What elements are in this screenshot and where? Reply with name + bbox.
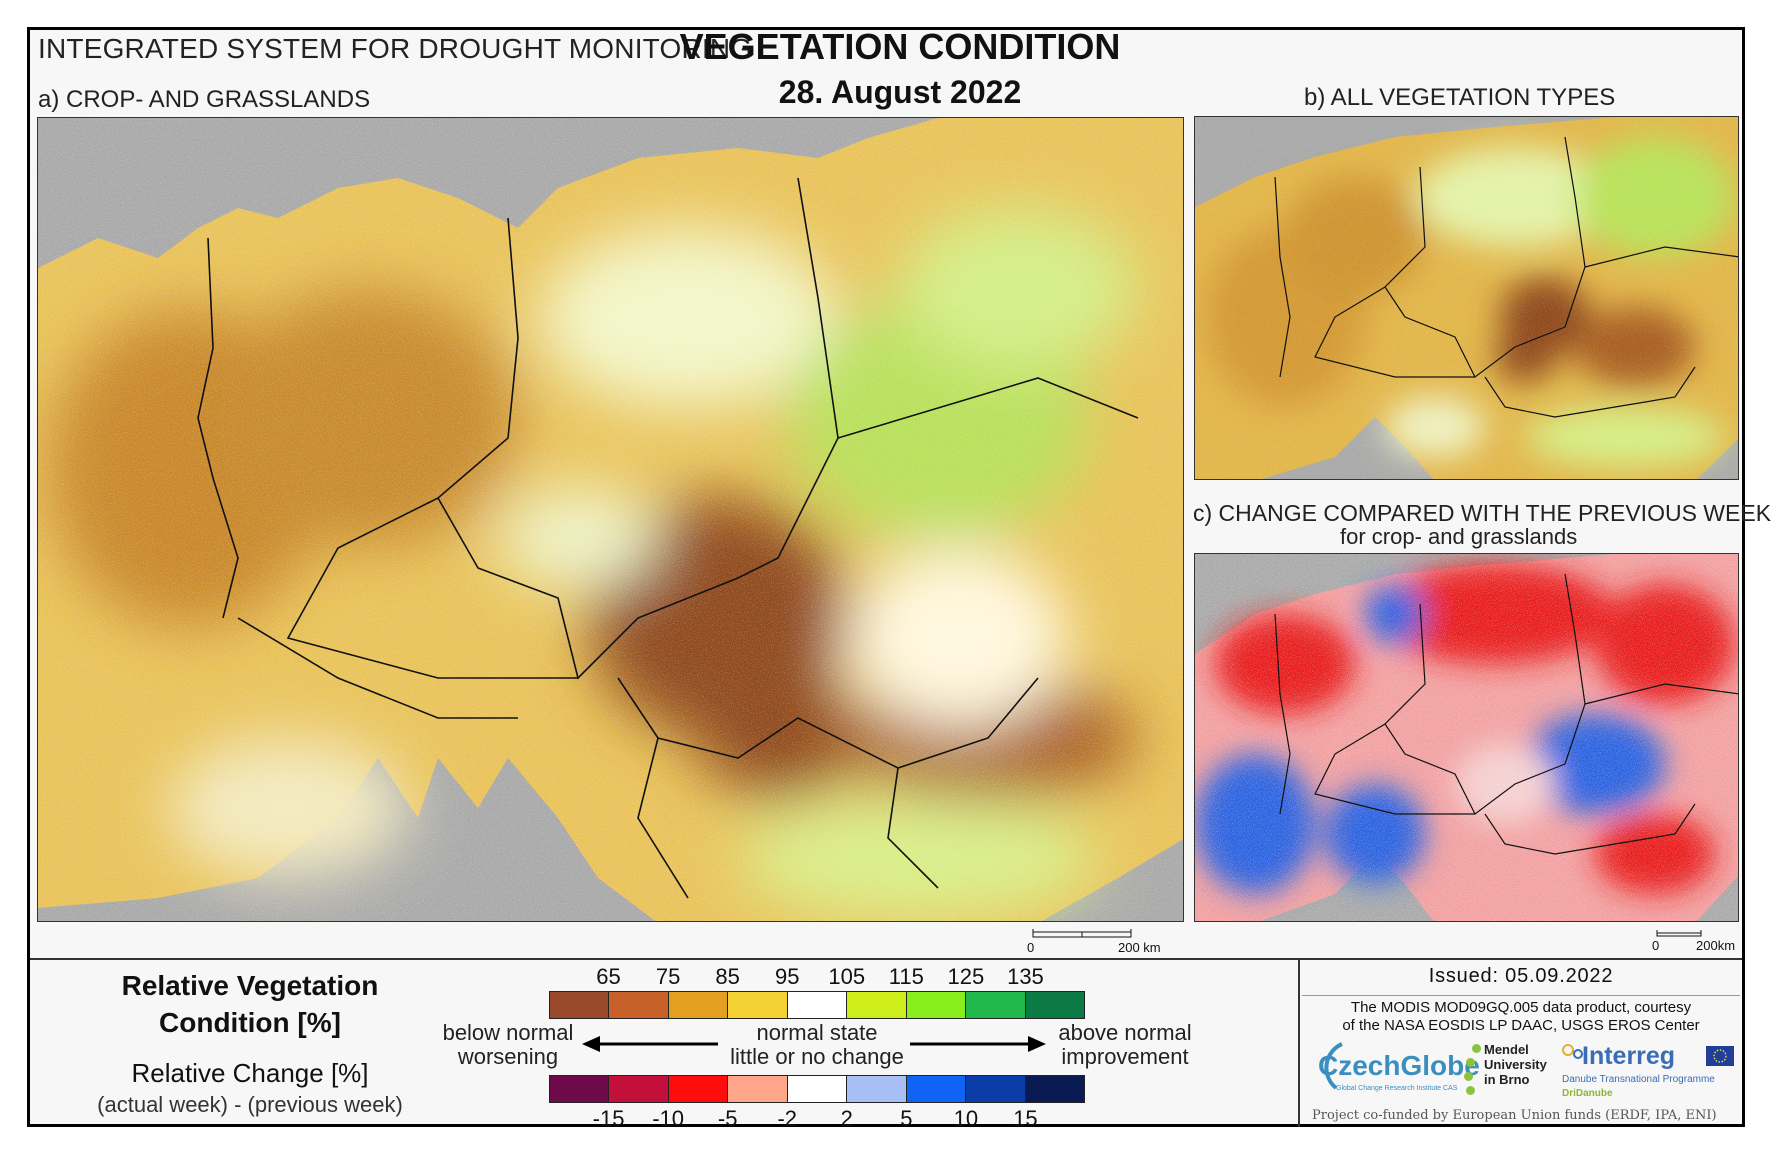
change-swatch	[1025, 1076, 1084, 1102]
mendel-dot-icon	[1466, 1058, 1475, 1067]
mendel-logo: Mendel University in Brno	[1464, 1040, 1560, 1102]
change-swatch	[550, 1076, 610, 1102]
system-title: INTEGRATED SYSTEM FOR DROUGHT MONITORING	[38, 33, 753, 64]
czechglobe-subtext: Global Change Research Institute CAS	[1336, 1085, 1458, 1092]
condition-swatch	[847, 992, 907, 1018]
change-swatch	[906, 1076, 967, 1102]
change-tick-label: 15	[1013, 1106, 1038, 1131]
condition-tick-label: 95	[774, 964, 800, 989]
above-line2: improvement	[1061, 1044, 1189, 1069]
below-line2: worsening	[457, 1044, 559, 1069]
scale-bar-c	[1656, 930, 1702, 937]
condition-tick-label: 65	[596, 964, 621, 989]
condition-title-line2: Condition [%]	[159, 1007, 341, 1038]
condition-swatch	[1025, 992, 1084, 1018]
funding-note: Project co-funded by European Union fund…	[1312, 1108, 1717, 1123]
condition-swatch	[728, 992, 788, 1018]
condition-swatch	[609, 992, 669, 1018]
normal-state-label: normal state little or no change	[712, 1021, 922, 1069]
condition-tick-label: 125	[947, 964, 985, 989]
info-separator	[1302, 995, 1740, 996]
change-colorbar	[549, 1075, 1085, 1103]
map-weekly-change-graphic	[1195, 554, 1738, 921]
panel-c-sublabel: for crop- and grasslands	[1340, 524, 1578, 549]
change-swatch	[668, 1076, 729, 1102]
interreg-swirl-icon	[1562, 1044, 1583, 1059]
scale-c-end: 200km	[1696, 938, 1736, 953]
map-crop-grasslands	[37, 117, 1184, 922]
legend-divider	[30, 958, 1742, 960]
change-tick-label: -2	[777, 1106, 797, 1131]
condition-colorbar	[549, 991, 1085, 1019]
interreg-logo: Interreg Danube Transnational Programme …	[1560, 1040, 1738, 1104]
scale-a-zero: 0	[1027, 940, 1035, 955]
change-tick-label: -5	[717, 1106, 738, 1131]
eu-flag-icon	[1706, 1046, 1734, 1066]
change-swatch	[847, 1076, 907, 1102]
scale-c-zero: 0	[1652, 938, 1660, 953]
change-swatch	[787, 1076, 848, 1102]
scale-a-end: 200 km	[1118, 940, 1161, 955]
credit-line2: of the NASA EOSDIS LP DAAC, USGS EROS Ce…	[1342, 1017, 1700, 1034]
condition-swatch	[668, 992, 729, 1018]
czechglobe-arc-icon	[1324, 1042, 1343, 1090]
mendel-line3: in Brno	[1484, 1072, 1530, 1087]
change-tick-label: 2	[840, 1106, 853, 1131]
issued-date: Issued: 05.09.2022	[1428, 965, 1614, 987]
condition-tick-label: 115	[888, 964, 924, 989]
change-swatch	[609, 1076, 669, 1102]
map-all-vegetation	[1194, 116, 1739, 480]
info-divider	[1298, 960, 1300, 1127]
map-all-vegetation-graphic	[1195, 117, 1738, 479]
condition-swatch	[906, 992, 967, 1018]
change-tick-label: -10	[652, 1106, 684, 1131]
above-line1: above normal	[1058, 1020, 1192, 1045]
condition-swatch	[550, 992, 610, 1018]
panel-c-label: c) CHANGE COMPARED WITH THE PREVIOUS WEE…	[1193, 500, 1772, 526]
panel-a-label: a) CROP- AND GRASSLANDS	[38, 86, 371, 113]
mendel-line2: University	[1484, 1057, 1547, 1072]
date-title: 28. August 2022	[778, 74, 1022, 110]
czechglobe-text: CzechGlobe	[1318, 1050, 1480, 1081]
condition-tick-label: 105	[828, 964, 866, 989]
czechglobe-logo: CzechGlobe Global Change Research Instit…	[1306, 1040, 1480, 1102]
change-tick-label: 5	[900, 1106, 913, 1131]
change-tick-label: -15	[592, 1106, 625, 1131]
change-swatch	[966, 1076, 1026, 1102]
panel-b-label: b) ALL VEGETATION TYPES	[1304, 84, 1616, 111]
below-normal-label: below normal worsening	[438, 1021, 578, 1069]
danube-text: Danube Transnational Programme	[1562, 1074, 1715, 1085]
data-credit: The MODIS MOD09GQ.005 data product, cour…	[1300, 999, 1742, 1035]
condition-swatch	[787, 992, 848, 1018]
mendel-dot-icon	[1464, 1072, 1473, 1081]
right-arrow-icon	[910, 1036, 1046, 1052]
scale-bar-a	[1032, 929, 1132, 938]
condition-tick-label: 135	[1007, 964, 1044, 989]
mendel-dot-icon	[1472, 1044, 1481, 1053]
condition-swatch	[966, 992, 1026, 1018]
normal-line1: normal state	[756, 1020, 878, 1045]
condition-tick-label: 75	[655, 964, 681, 989]
mendel-dot-icon	[1466, 1086, 1475, 1095]
mendel-line1: Mendel	[1484, 1042, 1529, 1057]
dridanube-text: DriDanube	[1562, 1088, 1613, 1099]
left-arrow-icon	[582, 1036, 718, 1052]
above-normal-label: above normal improvement	[1052, 1021, 1198, 1069]
interreg-text: Interreg	[1582, 1042, 1676, 1070]
change-tick-label: 10	[953, 1106, 979, 1131]
condition-tick-label: 85	[715, 964, 740, 989]
change-title: Relative Change [%]	[131, 1058, 369, 1088]
map-crop-grasslands-graphic	[38, 118, 1183, 921]
normal-line2: little or no change	[730, 1044, 904, 1069]
credit-line1: The MODIS MOD09GQ.005 data product, cour…	[1350, 999, 1692, 1016]
change-subtitle: (actual week) - (previous week)	[97, 1092, 403, 1117]
below-line1: below normal	[442, 1020, 574, 1045]
change-swatch	[728, 1076, 788, 1102]
map-weekly-change	[1194, 553, 1739, 922]
condition-title-line1: Relative Vegetation	[121, 970, 379, 1001]
main-title: VEGETATION CONDITION	[679, 26, 1121, 67]
